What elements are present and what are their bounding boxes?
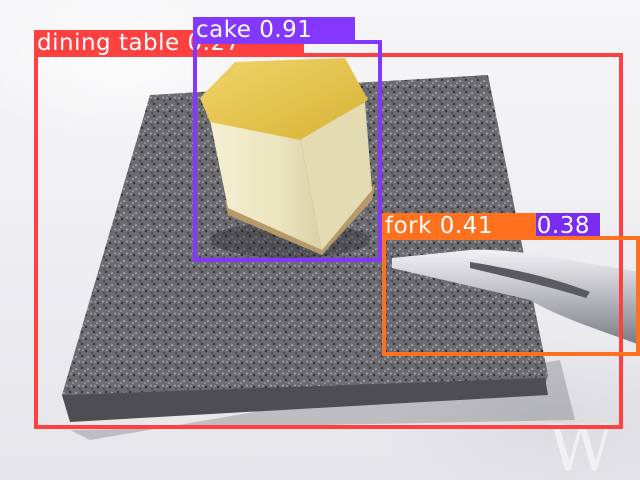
detection-score: 0.41 bbox=[439, 213, 493, 239]
watermark: W bbox=[548, 412, 614, 480]
detection-label-fork: fork 0.41 bbox=[382, 213, 536, 239]
detection-box-fork bbox=[382, 236, 640, 356]
detection-class-name: fork bbox=[385, 213, 432, 239]
cake-side-face bbox=[300, 102, 372, 250]
detection-score: 0.91 bbox=[259, 17, 313, 43]
detection-label-cake: cake 0.91 bbox=[193, 17, 355, 43]
detection-class-name: cake bbox=[196, 17, 252, 43]
cake-top bbox=[200, 58, 368, 140]
detection-score: 0.38 bbox=[536, 213, 590, 239]
detection-box-dining-table bbox=[34, 53, 623, 429]
cake-front-face bbox=[210, 120, 322, 250]
fork-handle bbox=[392, 249, 640, 345]
detection-box-cake bbox=[193, 40, 382, 262]
granite-plate-edge bbox=[62, 378, 548, 422]
detection-class-name: dining table bbox=[37, 30, 180, 56]
fork-tine-slot bbox=[470, 262, 590, 298]
